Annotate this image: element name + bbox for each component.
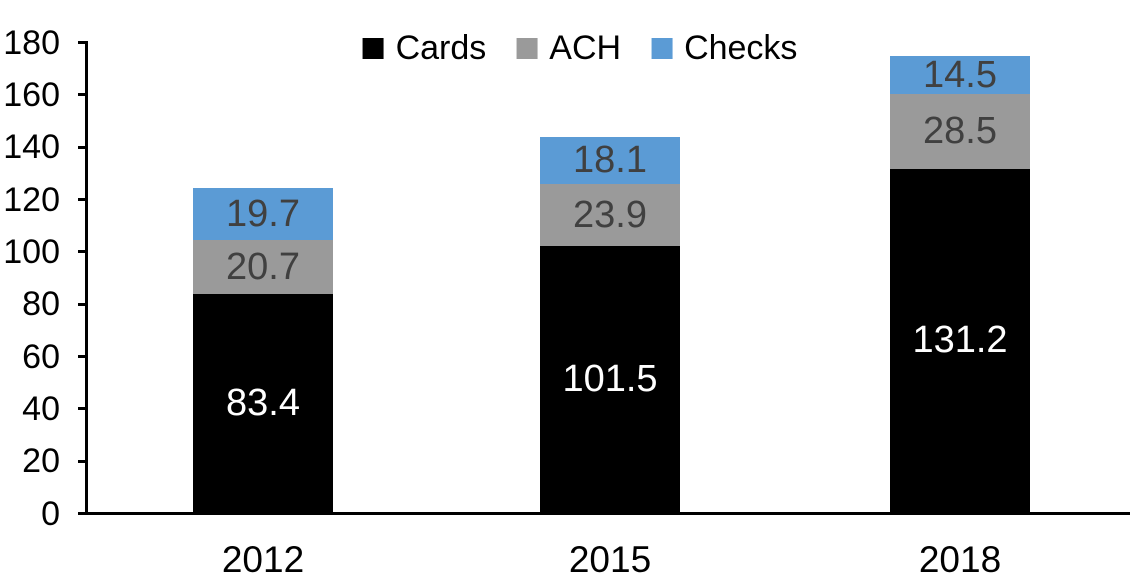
x-axis-label: 2018 xyxy=(918,539,1002,580)
bar-value-label: 28.5 xyxy=(923,110,997,153)
y-tick-label: 80 xyxy=(22,285,60,324)
bar-value-label: 19.7 xyxy=(226,192,300,235)
bar-segment-ach xyxy=(890,94,1030,169)
legend-label: Checks xyxy=(684,29,798,67)
y-tick-mark xyxy=(78,250,88,254)
bar-segment-checks xyxy=(193,188,333,240)
legend-item-cards: Cards xyxy=(362,28,487,68)
bar-value-label: 101.5 xyxy=(562,358,658,401)
y-tick-label: 180 xyxy=(3,23,60,62)
x-axis-line xyxy=(85,512,1130,515)
bar-value-label: 20.7 xyxy=(226,245,300,288)
bar-segment-cards xyxy=(540,246,680,512)
y-tick-label: 40 xyxy=(22,389,60,428)
y-tick-mark xyxy=(78,41,88,44)
legend: Cards ACH Checks xyxy=(362,28,797,68)
y-axis-line xyxy=(85,41,88,515)
bar-value-label: 83.4 xyxy=(226,381,300,424)
bar-value-label: 18.1 xyxy=(573,139,647,182)
legend-swatch-checks-icon xyxy=(651,37,673,59)
y-tick-label: 140 xyxy=(3,128,60,167)
y-tick-mark xyxy=(78,512,88,515)
bar-value-label: 131.2 xyxy=(912,319,1008,362)
bar-segment-ach xyxy=(193,239,333,294)
bar-segment-cards xyxy=(193,293,333,512)
y-tick-mark xyxy=(78,93,88,97)
legend-item-ach: ACH xyxy=(516,28,621,68)
bar-value-label: 14.5 xyxy=(923,54,997,97)
legend-swatch-ach-icon xyxy=(516,37,538,59)
legend-label: ACH xyxy=(549,29,622,67)
y-tick-mark xyxy=(78,355,88,358)
y-tick-label: 120 xyxy=(3,180,60,219)
y-tick-label: 0 xyxy=(41,494,60,533)
y-tick-mark xyxy=(78,302,88,306)
x-axis-label: 2015 xyxy=(568,539,652,580)
y-tick-mark xyxy=(78,145,88,149)
bar-segment-cards xyxy=(890,168,1030,512)
legend-swatch-cards-icon xyxy=(362,37,384,59)
y-tick-label: 20 xyxy=(22,442,60,481)
x-axis-label: 2012 xyxy=(221,539,305,580)
legend-item-checks: Checks xyxy=(651,28,797,68)
y-tick-label: 100 xyxy=(3,232,60,271)
legend-label: Cards xyxy=(395,29,487,67)
y-tick-mark xyxy=(78,198,88,201)
y-tick-label: 60 xyxy=(22,337,60,376)
bar-segment-ach xyxy=(540,183,680,247)
y-tick-label: 160 xyxy=(3,75,60,114)
y-tick-mark xyxy=(78,407,88,411)
bar-segment-checks xyxy=(890,56,1030,95)
y-tick-mark xyxy=(78,459,88,463)
bar-value-label: 23.9 xyxy=(573,194,647,237)
bar-segment-checks xyxy=(540,136,680,184)
